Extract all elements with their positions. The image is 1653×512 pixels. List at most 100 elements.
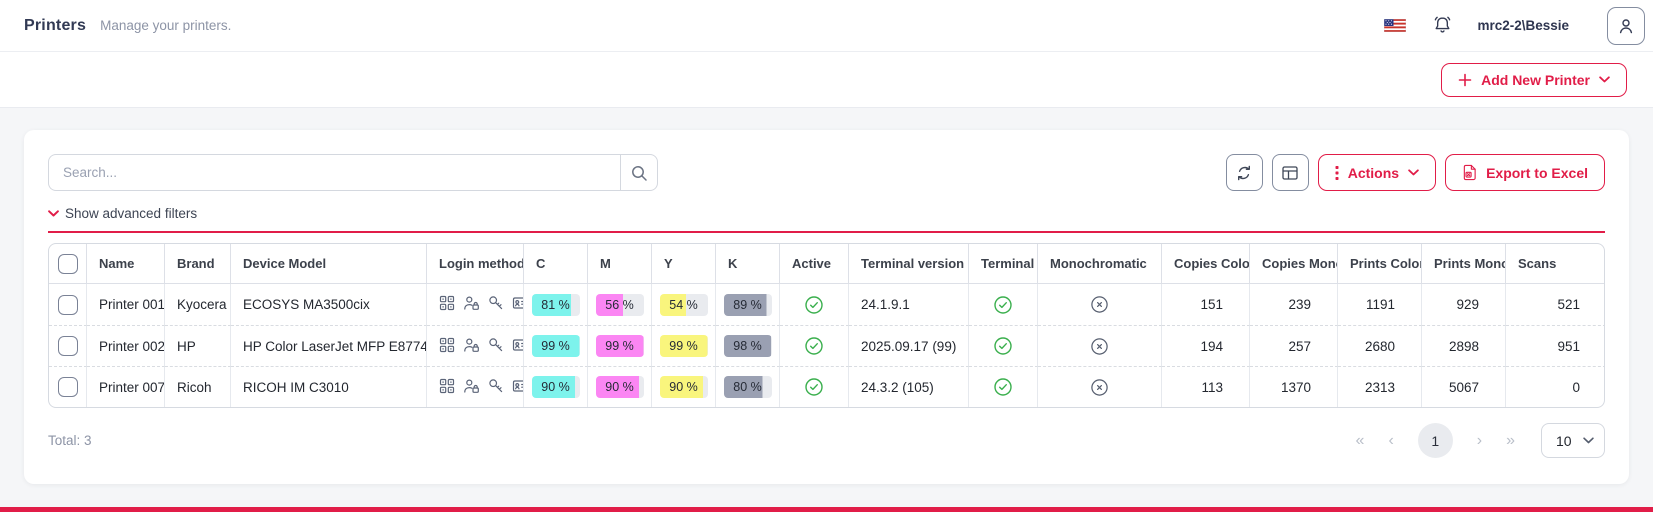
cyan-level-badge: 81 % (531, 293, 580, 316)
page-title: Printers (24, 16, 87, 34)
column-header-name: Name (87, 244, 165, 284)
pin-code-icon (439, 337, 455, 353)
printer-table-body: Printer 001 Kyocera ECOSYS MA3500cix (49, 284, 1604, 407)
user-menu-button[interactable] (1607, 6, 1645, 45)
user-lock-icon (463, 378, 480, 394)
export-to-excel-button[interactable]: Export to Excel (1445, 154, 1605, 191)
actions-label: Actions (1347, 164, 1400, 181)
prints-color-value: 2313 (1338, 366, 1422, 407)
cyan-level-badge: 90 % (531, 376, 580, 398)
username: mrc2-2\Bessie (1477, 18, 1569, 33)
column-header-prints-mono: Prints Mono (1422, 244, 1506, 284)
key-icon (488, 378, 504, 394)
prints-mono-value: 929 (1422, 284, 1506, 325)
table-row[interactable]: Printer 001 Kyocera ECOSYS MA3500cix (49, 284, 1604, 325)
last-page-button[interactable]: » (1506, 431, 1515, 449)
active-check-icon (804, 295, 824, 315)
current-page-button[interactable]: 1 (1417, 423, 1453, 458)
copies-color-value: 113 (1162, 366, 1250, 407)
copies-color-value: 194 (1162, 325, 1250, 366)
copies-mono-value: 1370 (1250, 366, 1338, 407)
search-button[interactable] (620, 154, 658, 191)
id-card-icon (512, 378, 523, 394)
monochromatic-off-icon (1090, 337, 1109, 356)
page-size-value: 10 (1556, 432, 1572, 449)
cyan-level-cell: 90 % (524, 366, 588, 407)
column-header-k: K (716, 244, 780, 284)
add-new-printer-label: Add New Printer (1481, 71, 1590, 88)
column-header-y: Y (652, 244, 716, 284)
user-lock-icon (463, 337, 480, 353)
plus-icon (1458, 73, 1472, 87)
table-row[interactable]: Printer 002 HP HP Color LaserJet MFP E87… (49, 325, 1604, 366)
login-methods-cell (427, 366, 524, 407)
column-header-copies-mono: Copies Mono (1250, 244, 1338, 284)
pin-code-icon (439, 295, 455, 311)
page-action-bar: Add New Printer (0, 52, 1653, 108)
column-header-prints-color: Prints Color (1338, 244, 1422, 284)
prints-mono-value: 5067 (1422, 366, 1506, 407)
scans-value: 521 (1557, 297, 1580, 312)
row-checkbox[interactable] (57, 336, 78, 356)
app-header: Printers Manage your printers. (0, 0, 1653, 52)
printer-name: Printer 002 (87, 325, 165, 366)
prints-mono-value: 2898 (1422, 325, 1506, 366)
chevron-down-icon (1408, 169, 1419, 176)
actions-button[interactable]: Actions (1317, 154, 1437, 191)
login-methods-cell (427, 325, 524, 366)
search-input[interactable] (48, 154, 620, 191)
row-checkbox[interactable] (57, 294, 78, 315)
notifications-bell-icon[interactable] (1430, 13, 1455, 38)
kebab-dots-icon (1335, 165, 1339, 180)
black-level-cell: 80 % (716, 366, 780, 407)
chevron-down-icon (1599, 76, 1610, 83)
terminal-cell (969, 366, 1038, 407)
magenta-level-badge: 90 % (595, 376, 644, 398)
refresh-button[interactable] (1225, 154, 1263, 191)
add-new-printer-button[interactable]: Add New Printer (1441, 62, 1627, 97)
row-checkbox[interactable] (57, 377, 78, 397)
page-content: Actions Export to Excel (0, 108, 1653, 484)
active-cell (780, 284, 849, 325)
next-page-button[interactable]: › (1476, 431, 1483, 449)
printer-name: Printer 001 (87, 284, 165, 325)
show-advanced-filters-toggle[interactable]: Show advanced filters (48, 206, 197, 221)
yellow-level-badge: 54 % (659, 293, 708, 316)
language-flag-icon[interactable] (1382, 17, 1408, 34)
column-header-m: M (588, 244, 652, 284)
first-page-button[interactable]: « (1355, 431, 1365, 449)
column-header-brand: Brand (165, 244, 231, 284)
filters-label: Show advanced filters (65, 206, 198, 221)
printer-name: Printer 007 (87, 366, 165, 407)
active-check-icon (804, 336, 824, 356)
yellow-level-badge: 99 % (659, 335, 708, 357)
printer-brand: Kyocera (165, 284, 231, 325)
yellow-level-cell: 90 % (652, 366, 716, 407)
select-all-header-cell (49, 244, 87, 284)
search-bar (48, 154, 658, 191)
terminal-check-icon (993, 295, 1013, 315)
terminal-check-icon (993, 377, 1013, 397)
yellow-level-cell: 54 % (652, 284, 716, 325)
id-card-icon (512, 337, 523, 353)
row-checkbox-cell (49, 284, 87, 325)
page-subtitle: Manage your printers. (100, 17, 232, 33)
black-level-cell: 89 % (716, 284, 780, 325)
table-columns-icon (1281, 164, 1299, 182)
copies-mono-value: 239 (1250, 284, 1338, 325)
column-header-terminal-version: Terminal version (849, 244, 969, 284)
cyan-level-badge: 99 % (531, 335, 580, 357)
copies-mono-value: 257 (1250, 325, 1338, 366)
columns-settings-button[interactable] (1271, 154, 1309, 191)
terminal-version: 24.1.9.1 (849, 284, 969, 325)
printer-device-model: ECOSYS MA3500cix (231, 284, 427, 325)
row-checkbox-cell (49, 325, 87, 366)
prev-page-button[interactable]: ‹ (1388, 431, 1394, 449)
table-header-row: Name Brand Device Model Login methods C M Y K Ac… (49, 244, 1604, 284)
page-size-select[interactable]: 10 (1541, 423, 1605, 458)
login-methods-cell (427, 284, 524, 325)
column-header-c: C (524, 244, 588, 284)
select-all-checkbox[interactable] (57, 253, 78, 274)
magenta-level-cell: 90 % (588, 366, 652, 407)
table-row[interactable]: Printer 007 Ricoh RICOH IM C3010 (49, 366, 1604, 407)
